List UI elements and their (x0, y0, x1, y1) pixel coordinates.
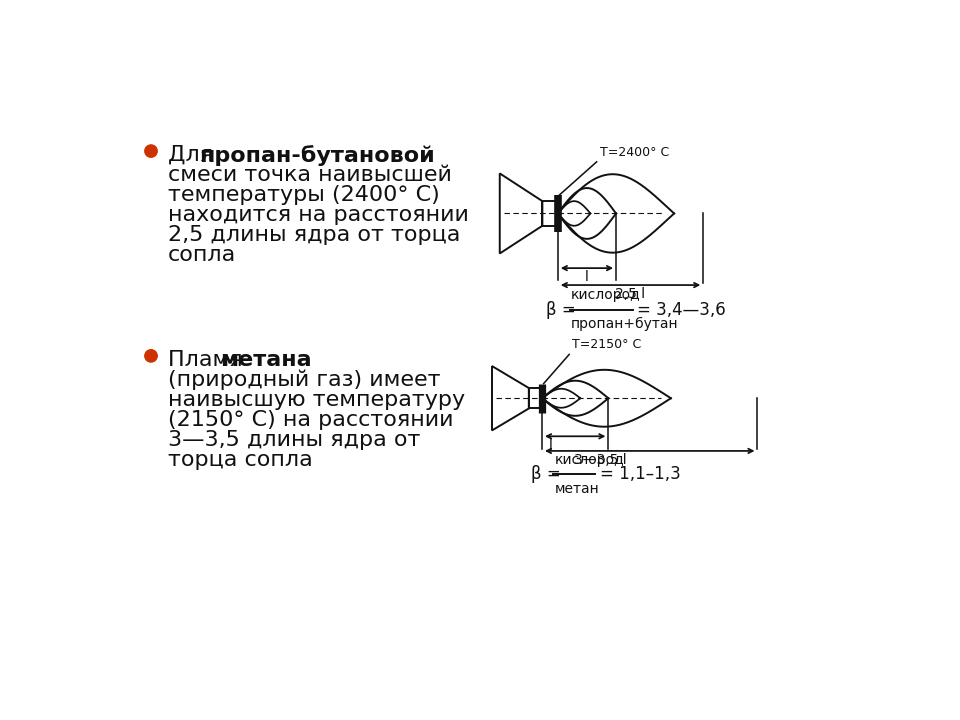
Text: температуры (2400° С): температуры (2400° С) (168, 185, 440, 205)
Circle shape (145, 145, 157, 157)
FancyBboxPatch shape (120, 86, 864, 641)
Text: метана: метана (220, 350, 312, 370)
Text: (природный газ) имеет: (природный газ) имеет (168, 370, 441, 390)
Text: смеси точка наивысшей: смеси точка наивысшей (168, 165, 452, 185)
Text: T=2400° С: T=2400° С (601, 145, 670, 159)
Text: = 1,1–1,3: = 1,1–1,3 (600, 465, 681, 483)
Circle shape (145, 350, 157, 362)
Text: 2,5 l: 2,5 l (615, 287, 645, 302)
Text: (2150° С) на расстоянии: (2150° С) на расстоянии (168, 410, 453, 430)
Text: β =: β = (531, 465, 566, 483)
Text: 3—3,5 l: 3—3,5 l (574, 453, 627, 467)
Text: β =: β = (546, 301, 581, 319)
Text: наивысшую температуру: наивысшую температуру (168, 390, 466, 410)
Text: кислород: кислород (555, 453, 624, 467)
Text: 2,5 длины ядра от торца: 2,5 длины ядра от торца (168, 225, 461, 245)
Text: сопла: сопла (168, 245, 236, 265)
Text: кислород: кислород (571, 288, 641, 302)
Text: метан: метан (555, 482, 599, 496)
Text: l: l (585, 271, 588, 284)
Text: находится на расстоянии: находится на расстоянии (168, 205, 468, 225)
Text: T=2150° С: T=2150° С (571, 338, 640, 351)
Text: пропан-бутановой: пропан-бутановой (199, 145, 435, 166)
Bar (529, 388, 542, 408)
Bar (542, 201, 558, 226)
Text: Пламя: Пламя (168, 350, 250, 370)
Text: Для: Для (168, 145, 220, 165)
Text: = 3,4—3,6: = 3,4—3,6 (637, 301, 726, 319)
Text: l: l (548, 438, 552, 453)
Text: торца сопла: торца сопла (168, 450, 313, 470)
Text: 3—3,5 длины ядра от: 3—3,5 длины ядра от (168, 430, 420, 450)
Text: пропан+бутан: пропан+бутан (571, 318, 679, 331)
